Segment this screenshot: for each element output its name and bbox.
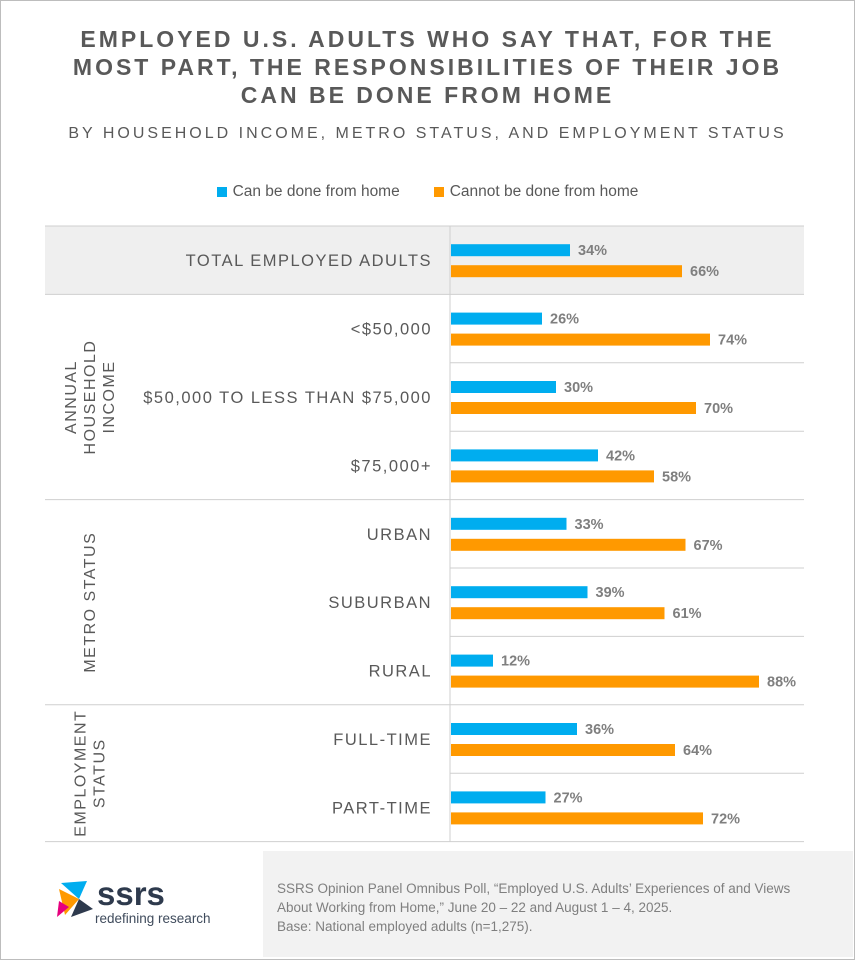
value-label-not-home: 64% [683,743,712,759]
bar-home [451,723,577,735]
bar-not-home [451,538,686,551]
value-label-home: 30% [564,380,593,396]
bar-not-home [451,812,703,825]
bar-home [451,791,546,804]
legend-item-home: Can be done from home [216,183,400,201]
value-label-home: 27% [554,790,583,806]
category-label: TOTAL EMPLOYED ADULTS [186,252,432,270]
title-line-2: MOST PART, THE RESPONSIBILITIES OF THEIR… [72,54,783,80]
value-label-home: 42% [606,448,635,464]
category-label: RURAL [369,663,432,681]
bar-home [451,381,556,393]
value-label-home: 26% [550,312,579,328]
value-label-home: 33% [575,517,604,533]
ssrs-logo-name: ssrs [97,875,165,912]
category-label: URBAN [367,526,432,544]
group-label: STATUS [92,738,109,808]
group-label: METRO STATUS [82,532,99,673]
ssrs-logo: ssrs redefining research [57,875,227,929]
bar-home [451,654,493,667]
legend-item-not-home: Cannot be done from home [433,183,639,201]
bar-not-home [451,333,710,346]
bar-home [451,586,588,599]
title-line-1: EMPLOYED U.S. ADULTS WHO SAY THAT, FOR T… [80,26,775,52]
value-label-not-home: 72% [711,811,740,827]
title-line-3: CAN BE DONE FROM HOME [240,82,615,108]
category-label: <$50,000 [351,321,432,339]
legend-label-not-home: Cannot be done from home [449,183,639,200]
category-label: $50,000 TO LESS THAN $75,000 [143,389,432,407]
source-line-1: SSRS Opinion Panel Omnibus Poll, “Employ… [277,881,791,896]
legend-swatch-not-home [433,187,444,197]
legend-label-home: Can be done from home [232,183,400,200]
group-label: HOUSEHOLD [82,340,99,455]
source-box: SSRS Opinion Panel Omnibus Poll, “Employ… [263,851,853,957]
bar-not-home [451,607,665,620]
legend-swatch-home [216,187,227,197]
bar-home [451,312,542,325]
total-row-background [45,226,804,295]
value-label-home: 36% [585,722,614,738]
bar-not-home [451,470,654,483]
group-label: EMPLOYMENT [73,710,90,837]
bar-not-home [451,265,682,278]
category-label: $75,000+ [351,457,432,475]
value-label-not-home: 61% [673,606,702,622]
value-label-home: 12% [501,654,530,670]
bar-not-home [451,744,675,756]
group-label: INCOME [101,361,118,434]
category-label: PART-TIME [332,799,432,817]
source-line-2: About Working from Home,” June 20 – 22 a… [277,900,673,915]
value-label-home: 39% [596,585,625,601]
chart-subtitle: BY HOUSEHOLD INCOME, METRO STATUS, AND E… [68,125,787,142]
source-text: SSRS Opinion Panel Omnibus Poll, “Employ… [277,879,790,936]
value-label-home: 34% [578,243,607,259]
bar-chart: TOTAL EMPLOYED ADULTS 34% 66% <$50,000 26% 74… [45,225,804,843]
bar-home [451,517,567,530]
group-label: ANNUAL [63,360,80,434]
ssrs-logo-tagline: redefining research [95,911,211,926]
category-label: SUBURBAN [328,594,432,612]
category-label: FULL-TIME [333,731,432,749]
value-label-not-home: 88% [767,675,796,691]
bar-not-home [451,402,696,414]
ssrs-logo-mark-icon [57,881,93,917]
value-label-not-home: 58% [662,469,691,485]
chart-title: EMPLOYED U.S. ADULTS WHO SAY THAT, FOR T… [1,25,854,109]
bar-not-home [451,675,759,688]
chart-legend: Can be done from home Cannot be done fro… [1,183,854,201]
value-label-not-home: 67% [694,538,723,554]
value-label-not-home: 74% [718,333,747,349]
value-label-not-home: 66% [690,264,719,280]
value-label-not-home: 70% [704,401,733,417]
bar-home [451,449,598,462]
source-line-3: Base: National employed adults (n=1,275)… [277,919,533,934]
bar-home [451,244,570,257]
